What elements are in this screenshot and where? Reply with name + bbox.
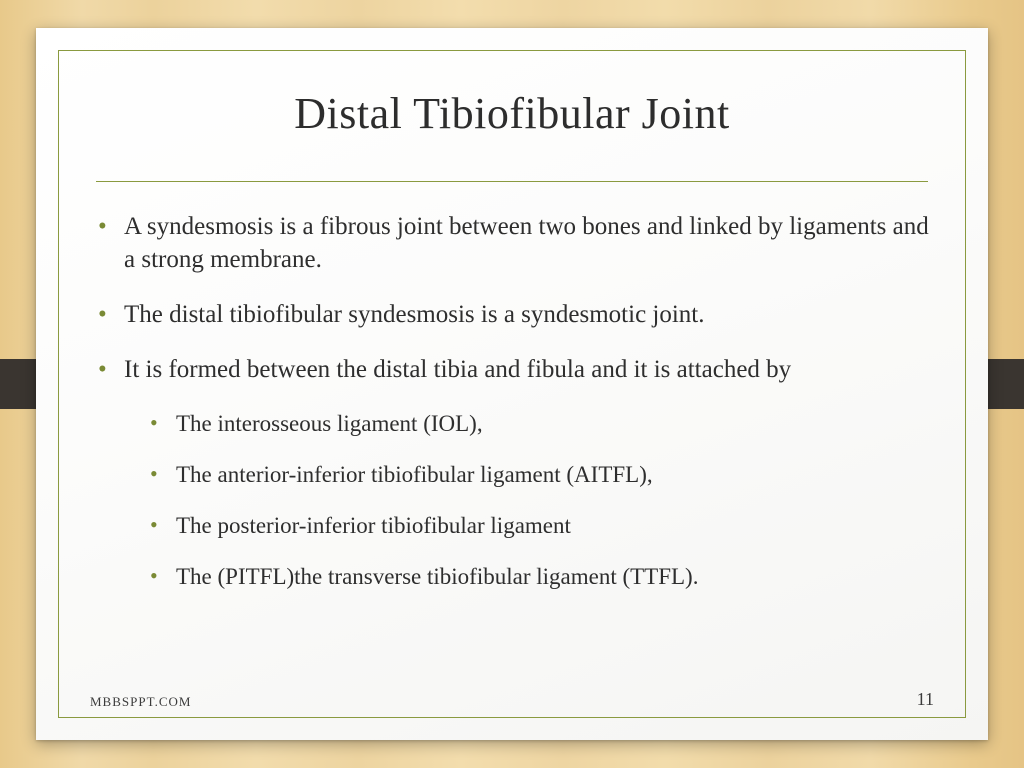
slide-card: Distal Tibiofibular Joint A syndesmosis … (36, 28, 988, 740)
bullet-list: A syndesmosis is a fibrous joint between… (90, 210, 934, 386)
list-item: The (PITFL)the transverse tibiofibular l… (148, 561, 934, 592)
title-divider (96, 181, 928, 182)
list-item: The posterior-inferior tibiofibular liga… (148, 510, 934, 541)
list-item: A syndesmosis is a fibrous joint between… (94, 210, 934, 276)
slide-content: Distal Tibiofibular Joint A syndesmosis … (90, 82, 934, 686)
footer-source: MBBSPPT.COM (90, 694, 191, 710)
list-item: The distal tibiofibular syndesmosis is a… (94, 298, 934, 331)
page-number: 11 (917, 689, 934, 710)
ribbon-tab-right (984, 359, 1024, 409)
list-item: The interosseous ligament (IOL), (148, 408, 934, 439)
slide-title: Distal Tibiofibular Joint (90, 88, 934, 139)
list-item: The anterior-inferior tibiofibular ligam… (148, 459, 934, 490)
list-item: It is formed between the distal tibia an… (94, 353, 934, 386)
sub-bullet-list: The interosseous ligament (IOL), The ant… (90, 408, 934, 592)
ribbon-tab-left (0, 359, 40, 409)
